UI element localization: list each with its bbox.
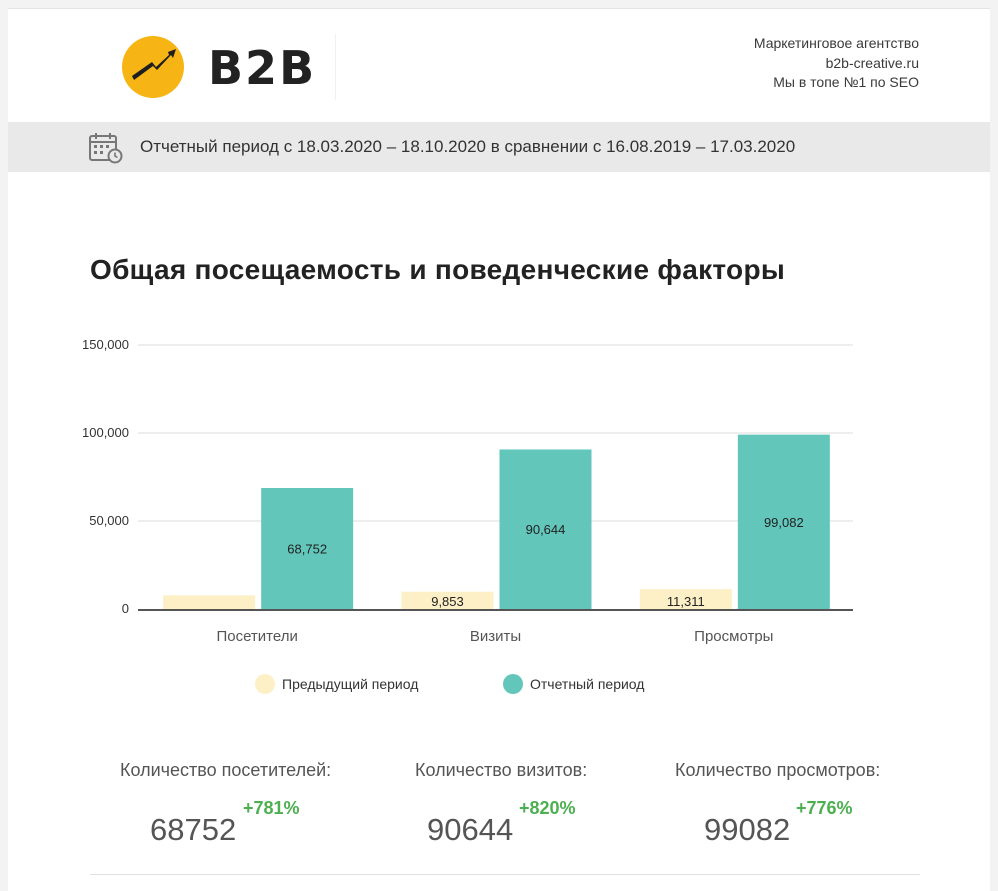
stat-pageviews-value: 99082 (704, 812, 791, 847)
bottom-divider (90, 874, 920, 875)
bar-previous (639, 589, 732, 609)
stat-visits: Количество визитов: 90644 +820% (415, 760, 588, 847)
stat-visitors-value: 68752 (150, 812, 237, 847)
y-tick-label: 150,000 (82, 337, 129, 352)
period-text: Отчетный период с 18.03.2020 – 18.10.202… (140, 137, 796, 156)
chart-title: Общая посещаемость и поведенческие факто… (90, 254, 786, 285)
bar-chart: 0 50,000 100,000 150,000 68,752 Посетители 9,8… (82, 337, 853, 694)
calendar-clock-icon (88, 132, 124, 168)
stat-visitors-label: Количество посетителей: (120, 760, 332, 780)
stat-pageviews: Количество просмотров: 99082 +776% (675, 760, 881, 847)
bar-value-label: 68,752 (287, 541, 327, 556)
stat-visits-change: +820% (519, 798, 576, 818)
legend-current-marker (503, 674, 523, 694)
top-border (8, 8, 990, 9)
lightning-logo-icon (122, 36, 184, 98)
bar-value-label: 11,311 (667, 594, 705, 609)
bar-value-label: 99,082 (764, 515, 804, 530)
stat-visitors: Количество посетителей: 68752 +781% (120, 760, 332, 847)
agency-slogan: Мы в топе №1 по SEO (773, 74, 919, 90)
stat-visits-label: Количество визитов: (415, 760, 588, 780)
agency-info: Маркетинговое агентство b2b-creative.ru … (754, 34, 919, 93)
x-category-label: Визиты (470, 628, 521, 645)
stat-pageviews-change: +776% (796, 798, 853, 818)
x-category-label: Посетители (216, 628, 297, 645)
legend-previous-marker (255, 674, 275, 694)
legend-current-label: Отчетный период (530, 676, 644, 692)
stat-visits-value: 90644 (427, 812, 514, 847)
y-tick-label: 100,000 (82, 425, 129, 440)
agency-type: Маркетинговое агентство (753, 35, 919, 51)
bar-previous (401, 591, 494, 609)
bar-value-label: 90,644 (526, 522, 566, 537)
x-category-label: Просмотры (694, 628, 773, 645)
y-tick-label: 0 (122, 601, 129, 616)
bar-current (499, 449, 592, 609)
stat-visitors-change: +781% (243, 798, 300, 818)
report-page: B2B Маркетинговое агентство b2b-creative… (8, 8, 990, 891)
bar-value-label: 9,853 (431, 594, 464, 609)
legend-previous-label: Предыдущий период (282, 676, 418, 692)
logo-text: B2B (208, 41, 317, 95)
agency-website[interactable]: b2b-creative.ru (825, 54, 919, 71)
bar-current (737, 434, 830, 609)
stat-pageviews-label: Количество просмотров: (675, 760, 881, 780)
period-banner: Отчетный период с 18.03.2020 – 18.10.202… (8, 122, 990, 172)
logo-divider (335, 34, 336, 100)
bar-previous (163, 595, 256, 609)
y-tick-label: 50,000 (89, 513, 129, 528)
bar-current (261, 487, 354, 609)
